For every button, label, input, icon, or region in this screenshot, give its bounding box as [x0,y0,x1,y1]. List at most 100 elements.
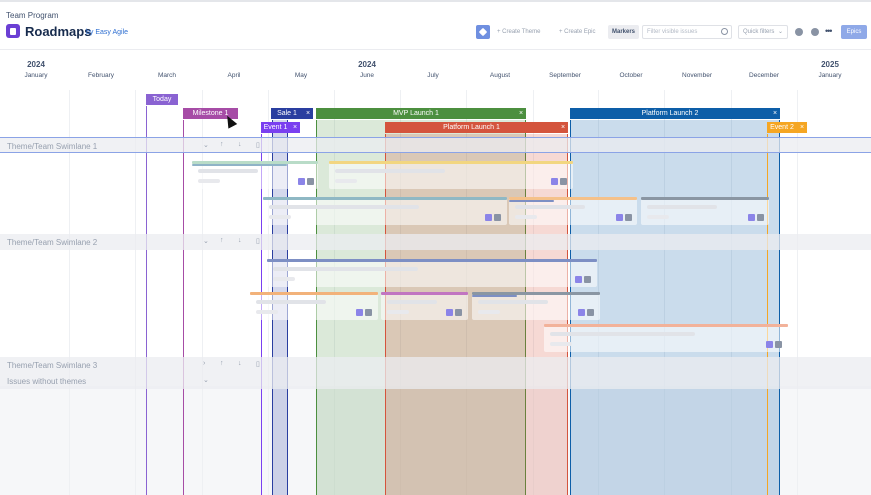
swimlane-header[interactable]: Issues without themes ⌄ [0,373,871,389]
epic-color-bar [472,292,600,295]
epic-card[interactable] [267,259,597,287]
create-theme-button[interactable]: + Create Theme [497,29,541,35]
platform1-label: Platform Launch 1 [443,124,500,131]
search-icon [721,28,728,35]
arrow-down-icon[interactable]: ↓ [238,360,242,367]
epic-key-placeholder [256,310,278,314]
month-label: February [87,72,115,79]
swimlane-header[interactable]: Theme/Team Swimlane 3 › ↑ ↓ ▯ [0,357,871,373]
arrow-up-icon[interactable]: ↑ [220,360,224,367]
event2-line [767,134,768,495]
month-gridline [797,90,798,495]
epic-color-bar [263,197,507,200]
epic-key-placeholder [335,179,357,183]
month-label: October [619,72,643,79]
more-options-icon[interactable]: ••• [825,26,833,36]
vendor-link[interactable]: by Easy Agile [86,29,129,36]
sale-label: Sale 1 [277,110,297,117]
platform1-marker[interactable]: Platform Launch 1 × [385,122,568,133]
event2-marker[interactable]: Event 2 × [767,122,807,133]
close-icon[interactable]: × [772,110,778,117]
epic-color-bar [381,292,468,295]
today-marker[interactable]: Today [146,94,178,105]
epic-type-icon [616,214,623,221]
milestone-marker[interactable]: Milestone 1 [183,108,238,119]
epic-title-placeholder [478,300,548,304]
markers-button[interactable]: Markers [608,25,640,39]
swimlane-name: Theme/Team Swimlane 3 [7,361,98,370]
epic-color-bar [192,161,318,164]
month-gridline [135,90,136,495]
epic-card[interactable] [263,197,507,225]
epic-card[interactable] [192,161,318,189]
chevron-right-icon[interactable]: › [203,360,206,367]
quick-filters-dropdown[interactable]: Quick filters ⌄ [738,25,788,39]
avatar-icon [775,341,782,348]
epic-card[interactable] [329,161,573,189]
epics-button[interactable]: Epics [841,25,867,39]
month-gridline [664,90,665,495]
chevron-down-icon: ⌄ [777,29,783,35]
epic-card[interactable] [544,324,788,352]
avatar-icon [455,309,462,316]
program-name[interactable]: Team Program [6,11,59,20]
mvp-marker[interactable]: MVP Launch 1 × [316,108,526,119]
month-label: January [818,72,842,79]
epic-card[interactable] [641,197,769,225]
chevron-down-icon[interactable]: ⌄ [203,142,209,149]
close-icon[interactable]: × [560,124,566,131]
epic-type-icon [446,309,453,316]
avatar-icon [757,214,764,221]
month-gridline [731,90,732,495]
epic-type-icon [485,214,492,221]
event1-marker[interactable]: Event 1 × [261,122,300,133]
epic-key-placeholder [478,310,500,314]
trash-icon[interactable]: ▯ [256,142,260,149]
arrow-up-icon[interactable]: ↑ [220,141,224,148]
epic-title-placeholder [647,205,717,209]
epic-card[interactable] [509,197,637,225]
swimlane-header[interactable]: Theme/Team Swimlane 1 ⌄ ↑ ↓ ▯ [0,137,871,153]
month-label: July [427,72,439,79]
create-epic-button[interactable]: + Create Epic [559,29,596,35]
epic-type-icon [766,341,773,348]
epic-title-placeholder [515,205,585,209]
trash-icon[interactable]: ▯ [256,238,260,245]
avatar-icon [625,214,632,221]
epic-color-bar [544,324,788,327]
close-icon[interactable]: × [799,124,805,131]
epic-key-placeholder [269,215,291,219]
trash-icon[interactable]: ▯ [256,361,260,368]
theme-icon[interactable] [476,25,490,39]
swimlane-header[interactable]: Theme/Team Swimlane 2 ⌄ ↑ ↓ ▯ [0,234,871,250]
epic-key-placeholder [550,342,572,346]
close-icon[interactable]: × [305,110,311,117]
month-gridline [69,90,70,495]
search-placeholder: Filter visible issues [647,29,698,35]
epic-card[interactable] [381,292,468,320]
epic-key-placeholder [387,310,409,314]
month-label: September [549,72,581,79]
epic-color-bar [250,292,378,295]
epic-title-placeholder [273,267,418,271]
search-input[interactable]: Filter visible issues [642,25,732,39]
sale-marker[interactable]: Sale 1 × [271,108,313,119]
epic-card[interactable] [250,292,378,320]
chevron-down-icon[interactable]: ⌄ [203,377,209,384]
today-label: Today [152,96,172,103]
epic-key-placeholder [198,179,220,183]
platform2-marker[interactable]: Platform Launch 2 × [570,108,780,119]
arrow-down-icon[interactable]: ↓ [238,141,242,148]
arrow-up-icon[interactable]: ↑ [220,237,224,244]
month-gridline [202,90,203,495]
info-icon[interactable] [795,28,803,36]
epic-card[interactable] [472,292,600,320]
arrow-down-icon[interactable]: ↓ [238,237,242,244]
chevron-down-icon[interactable]: ⌄ [203,238,209,245]
mvp-label: MVP Launch 1 [393,110,439,117]
help-icon[interactable] [811,28,819,36]
avatar-icon [307,178,314,185]
close-icon[interactable]: × [518,110,524,117]
close-icon[interactable]: × [292,124,298,131]
month-label: April [227,72,241,79]
